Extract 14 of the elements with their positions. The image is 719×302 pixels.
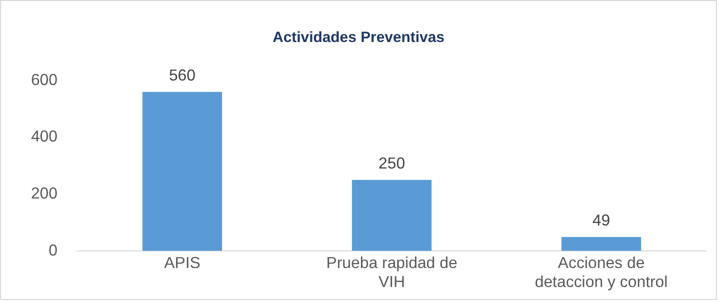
y-tick-label: 0 [48,242,58,260]
x-tick-label: Acciones de detaccion y control [534,254,668,291]
bar [352,180,432,251]
x-tick-label: APIS [164,254,200,272]
data-label: 49 [592,212,610,230]
data-label: 560 [168,67,196,84]
chart-title: Actividades Preventivas [272,28,444,46]
bar [561,237,642,251]
bar [142,92,222,251]
x-tick-label: Prueba rapidad de VIH [326,254,458,291]
y-tick-label: 400 [30,128,58,146]
y-tick-label: 200 [30,186,58,202]
y-tick-label: 600 [30,72,58,89]
data-label: 250 [378,155,406,172]
